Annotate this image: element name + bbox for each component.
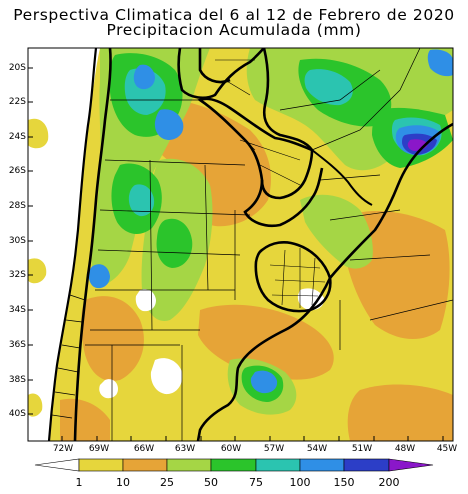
y-tick-label: 22S [8,97,26,107]
x-tick-label: 63W [174,444,196,454]
x-tick-label: 51W [351,444,373,454]
legend-swatch-below-1 [34,458,80,472]
legend-swatch-50-75 [210,458,257,472]
legend-label: 25 [160,476,174,489]
legend-label: 100 [289,476,311,489]
y-tick-label: 36S [8,340,26,350]
y-tick-label: 24S [8,132,26,142]
y-tick-label: 38S [8,375,26,385]
x-tick-label: 72W [52,444,74,454]
x-tick-label: 45W [436,444,458,454]
y-tick-label: 28S [8,201,26,211]
x-tick-label: 48W [394,444,416,454]
y-tick-marks [28,67,33,415]
y-tick-label: 30S [8,236,26,246]
x-tick-label: 66W [133,444,155,454]
x-tick-label: 69W [88,444,110,454]
legend-label: 50 [204,476,218,489]
legend-label: 200 [378,476,400,489]
legend-label: 1 [75,476,83,489]
map-title: Perspectiva Climatica del 6 al 12 de Feb… [13,6,455,24]
legend-swatch-150-200 [343,458,390,472]
map-subtitle: Precipitacion Acumulada (mm) [106,21,362,39]
plot-frame [27,47,454,442]
legend-swatch-1-10 [78,458,124,472]
legend-label: 10 [116,476,130,489]
x-tick-label: 57W [263,444,285,454]
precipitation-field [28,48,453,441]
boundary-lines [47,48,453,441]
legend-label: 75 [249,476,263,489]
legend-swatch-75-100 [255,458,301,472]
x-tick-label: 60W [220,444,242,454]
legend-swatch-100-150 [299,458,345,472]
color-legend [34,458,434,472]
legend-label: 150 [333,476,355,489]
legend-swatch-above-200 [388,458,434,472]
y-tick-label: 26S [8,166,26,176]
y-tick-label: 40S [8,409,26,419]
y-tick-label: 32S [8,270,26,280]
y-tick-label: 34S [8,305,26,315]
legend-swatch-25-50 [166,458,212,472]
x-tick-label: 54W [306,444,328,454]
y-tick-label: 20S [8,63,26,73]
legend-swatch-10-25 [122,458,168,472]
x-tick-marks [61,436,444,441]
